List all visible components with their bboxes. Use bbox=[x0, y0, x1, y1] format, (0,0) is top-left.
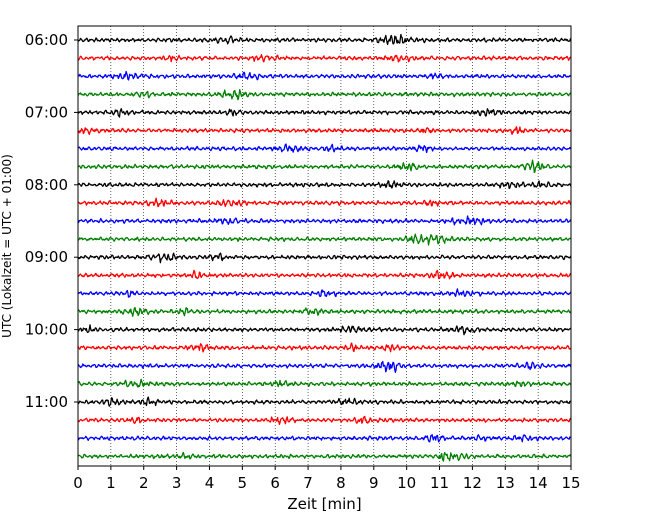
trace-line bbox=[77, 70, 572, 81]
trace-line bbox=[77, 89, 572, 101]
x-tick-label: 5 bbox=[238, 474, 248, 492]
x-tick-label: 4 bbox=[205, 474, 215, 492]
trace-line bbox=[77, 252, 572, 264]
x-tick-label: 3 bbox=[172, 474, 182, 492]
x-tick-label: 0 bbox=[73, 474, 83, 492]
trace-line bbox=[77, 197, 572, 208]
x-tick-label: 2 bbox=[139, 474, 149, 492]
x-tick-label: 10 bbox=[397, 474, 416, 492]
x-tick-label: 8 bbox=[336, 474, 346, 492]
trace-line bbox=[77, 215, 572, 226]
y-tick-label: 08:00 bbox=[25, 176, 68, 194]
trace-line bbox=[77, 288, 572, 298]
trace-line bbox=[77, 307, 572, 317]
grid-lines bbox=[110, 26, 539, 466]
trace-line bbox=[77, 342, 572, 353]
trace-line bbox=[77, 108, 572, 118]
trace-line bbox=[77, 233, 572, 246]
trace-line bbox=[77, 53, 572, 63]
x-axis-label: Zeit [min] bbox=[287, 495, 361, 513]
x-axis: 0 1 2 3 4 5 6 7 8 9 10 11 12 13 14 15 bbox=[73, 466, 581, 492]
trace-line bbox=[77, 396, 572, 407]
y-tick-label: 09:00 bbox=[25, 248, 68, 266]
trace-line bbox=[77, 269, 572, 280]
y-tick-label: 06:00 bbox=[25, 31, 68, 49]
y-tick-label: 10:00 bbox=[25, 321, 68, 339]
trace-line bbox=[77, 324, 572, 336]
x-tick-label: 1 bbox=[106, 474, 116, 492]
x-tick-label: 9 bbox=[369, 474, 379, 492]
x-tick-label: 14 bbox=[529, 474, 548, 492]
trace-line bbox=[77, 33, 572, 46]
trace-line bbox=[77, 360, 572, 373]
trace-line bbox=[77, 180, 572, 189]
trace-line bbox=[77, 126, 572, 136]
x-tick-label: 7 bbox=[303, 474, 313, 492]
trace-line bbox=[77, 434, 572, 443]
y-tick-label: 07:00 bbox=[25, 103, 68, 121]
x-tick-label: 13 bbox=[496, 474, 515, 492]
y-axis: 06:00 07:00 08:00 09:00 10:00 11:00 bbox=[25, 31, 78, 411]
trace-line bbox=[77, 415, 572, 426]
y-axis-label: UTC (Lokalzeit = UTC + 01:00) bbox=[0, 154, 14, 338]
x-tick-label: 15 bbox=[561, 474, 580, 492]
y-tick-label: 11:00 bbox=[25, 393, 68, 411]
x-tick-label: 12 bbox=[463, 474, 482, 492]
trace-line bbox=[77, 451, 572, 462]
trace-line bbox=[77, 378, 572, 388]
plot-frame bbox=[77, 25, 572, 467]
trace-layer bbox=[77, 33, 572, 462]
trace-line bbox=[77, 159, 572, 174]
x-tick-label: 11 bbox=[430, 474, 449, 492]
x-tick-label: 6 bbox=[270, 474, 280, 492]
trace-line bbox=[77, 143, 572, 154]
